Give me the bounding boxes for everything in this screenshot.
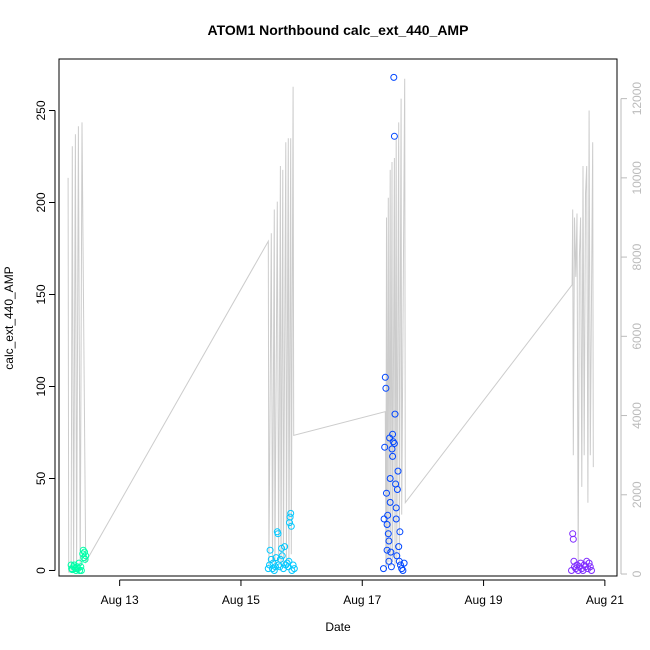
y-tick-label: 0 [34,567,48,574]
scatter-point [385,537,393,545]
y2-tick-label: 4000 [630,402,644,429]
x-axis-label: Date [325,620,351,634]
scatter-point [392,504,400,512]
scatter-point [81,548,88,556]
scatter-point [392,515,400,523]
scatter-point [278,552,286,560]
x-tick-label: Aug 13 [101,593,139,607]
scatter-point [276,555,284,563]
scatter-point [270,567,278,574]
y-tick-label: 250 [34,100,48,120]
scatter-point [77,567,85,574]
scatter-point [387,563,395,571]
scatter-point [381,373,389,381]
scatter-point [390,73,398,81]
scatter-point [272,554,280,562]
x-tick-label: Aug 17 [343,593,381,607]
plot-frame [58,58,618,577]
scatter-point [267,555,275,563]
y2-tick-label: 2000 [630,481,644,508]
scatter-point [390,440,398,447]
x-tick-label: Aug 21 [586,593,624,607]
scatter-point [386,498,394,506]
scatter-point [289,561,297,569]
x-tick-label: Aug 15 [222,593,260,607]
scatter-point [380,565,387,573]
scatter-point [380,515,388,523]
scatter-point [588,567,595,574]
scatter-point [386,475,394,482]
scatter-point [279,565,287,573]
scatter-point [585,559,593,567]
scatter-point [389,438,397,446]
scatter-point [82,552,90,560]
y-tick-label: 200 [34,192,48,212]
scatter-point [281,543,289,551]
y2-tick-label: 6000 [630,323,644,350]
x-tick-label: Aug 19 [465,593,503,607]
y-axis-label: calc_ext_440_AMP [2,266,16,369]
scatter-point [383,546,391,554]
scatter-point [381,443,389,451]
scatter-point [389,430,397,438]
y2-tick-label: 10000 [630,161,644,195]
scatter-point [574,567,582,574]
scatter-point [394,467,402,475]
scatter-point [266,546,274,554]
scatter-point [287,522,295,530]
scatter-point [72,567,80,574]
scatter-point [383,521,391,528]
scatter-point [586,563,594,571]
scatter-point [393,552,401,560]
y-axis-left: 0 50 100 150 200 250 [34,100,56,574]
scatter-point [264,565,272,573]
scatter-point [387,548,395,556]
line-series-path [67,78,594,573]
scatter-point [384,511,392,519]
scatter-point [400,559,408,567]
y-tick-label: 150 [34,284,48,304]
scatter-point [389,452,397,460]
scatter-point [81,555,89,563]
scatter-point [395,557,403,565]
scatter-point [384,530,392,538]
scatter-point [399,567,407,574]
x-axis: Aug 13 Aug 15 Aug 17 Aug 19 Aug 21 [101,579,624,607]
scatter-point [383,489,390,497]
scatter-point [385,557,393,565]
scatter-point [290,565,298,573]
scatter-point [274,530,282,538]
chart-title: ATOM1 Northbound calc_ext_440_AMP [208,22,469,38]
scatter-point [396,528,404,536]
scatter-points [67,73,595,574]
scatter-point [287,509,295,517]
scatter-point [77,563,85,571]
scatter-point [390,132,398,140]
line-series [67,78,594,573]
y-tick-label: 50 [34,471,48,485]
y2-tick-label: 8000 [630,243,644,270]
scatter-point [391,410,399,418]
y2-tick-label: 12000 [630,82,644,116]
y-tick-label: 100 [34,376,48,396]
scatter-point [283,559,291,567]
scatter-point [395,543,403,551]
scatter-point [285,557,293,565]
scatter-point [569,535,577,543]
y-axis-right: 0 2000 4000 6000 8000 10000 12000 [620,82,644,577]
scatter-point [393,486,401,493]
scatter-point [79,546,87,554]
scatter-point [286,513,294,521]
y2-tick-label: 0 [630,570,644,577]
scatter-point [75,559,83,567]
scatter-point [382,384,390,392]
